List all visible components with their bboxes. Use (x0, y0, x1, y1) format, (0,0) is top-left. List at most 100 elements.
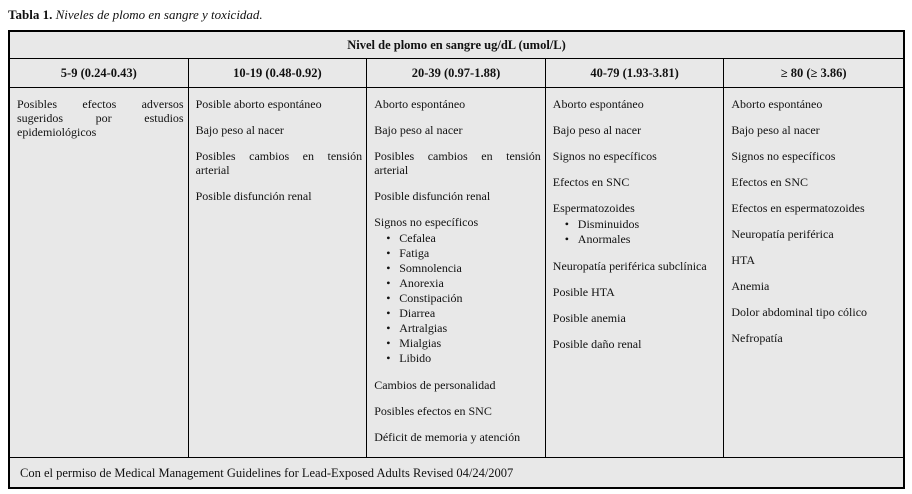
effect-item: Aborto espontáneo (731, 97, 899, 111)
effect-item: Efectos en SNC (731, 175, 899, 189)
effect-text: Posibles efectos adversos sugeridos por … (17, 97, 184, 139)
effect-text: Aborto espontáneo (374, 97, 466, 111)
effect-item: HTA (731, 253, 899, 267)
effect-text: Posible daño renal (552, 337, 642, 351)
effect-item: Signos no específicos (553, 149, 720, 163)
effect-bullet: • Libido (386, 351, 541, 366)
bullet-dot-icon: • (386, 261, 391, 275)
effect-item: Bajo peso al nacer (374, 123, 541, 137)
bullet-text: Constipación (399, 291, 463, 305)
effect-text: Espermatozoides (552, 201, 635, 215)
bullet-dot-icon: • (564, 232, 569, 246)
effect-item: Nefropatía (731, 331, 899, 345)
table-caption: Tabla 1. Niveles de plomo en sangre y tox… (8, 7, 905, 22)
effect-text: Anemia (731, 279, 770, 293)
effect-text: HTA (731, 253, 756, 267)
range-header: 20-39 (0.97-1.88) (367, 59, 546, 87)
body-row: Posibles efectos adversos sugeridos por … (10, 88, 903, 457)
bullet-text: Anormales (577, 232, 631, 246)
bullet-text: Diarrea (399, 306, 436, 320)
effect-text: Bajo peso al nacer (195, 123, 284, 137)
effects-cell: Aborto espontáneo Bajo peso al nacer Signo… (724, 88, 903, 457)
effect-item: Signos no específicos • Cefalea • Fatiga • Som… (374, 215, 541, 366)
effect-bullet: • Mialgias (386, 336, 541, 351)
effect-text: Neuropatía periférica (731, 227, 834, 241)
bullet-text: Anorexia (399, 276, 444, 290)
effect-item: Posibles efectos en SNC (374, 404, 541, 418)
effect-item: Aborto espontáneo (374, 97, 541, 111)
effect-bullet: • Constipación (386, 291, 541, 306)
range-header: ≥ 80 (≥ 3.86) (780, 66, 847, 80)
effect-item: Aborto espontáneo (553, 97, 720, 111)
bullet-text: Libido (399, 351, 432, 365)
effect-item: Posible disfunción renal (196, 189, 363, 203)
bullet-text: Mialgias (399, 336, 442, 350)
effect-text: Dolor abdominal tipo cólico (731, 305, 868, 319)
effect-text: Bajo peso al nacer (552, 123, 642, 137)
table-header: Nivel de plomo en sangre ug/dL (umol/L) (10, 32, 903, 59)
lead-levels-table: Nivel de plomo en sangre ug/dL (umol/L) … (8, 30, 905, 489)
effect-text: Posible disfunción renal (374, 189, 491, 203)
effect-text: Nefropatía (731, 331, 783, 345)
effect-text: Signos no específicos (374, 215, 479, 229)
effect-text: Signos no específicos (731, 149, 836, 163)
effect-bullet-list: • Cefalea • Fatiga • Somnolencia • Anorexia • Con… (374, 231, 541, 366)
effect-item: Posibles cambios en tensión arterial (374, 149, 541, 177)
effect-item: Cambios de personalidad (374, 378, 541, 392)
effect-item: Bajo peso al nacer (553, 123, 720, 137)
effects-cell: Posibles efectos adversos sugeridos por … (10, 88, 189, 457)
table-caption-text: Niveles de plomo en sangre y toxicidad. (55, 7, 263, 22)
bullet-dot-icon: • (386, 291, 391, 305)
effect-item: Déficit de memoria y atención (374, 430, 541, 444)
bullet-text: Disminuidos (577, 217, 640, 231)
effect-text: Posible disfunción renal (195, 189, 312, 203)
effect-text: Aborto espontáneo (731, 97, 823, 111)
effect-text: Neuropatía periférica subclínica (552, 259, 707, 273)
range-header: 10-19 (0.48-0.92) (189, 59, 368, 87)
effects-cell: Aborto espontáneo Bajo peso al nacer Signo… (546, 88, 725, 457)
effect-item: Neuropatía periférica (731, 227, 899, 241)
effect-text: Bajo peso al nacer (731, 123, 820, 137)
effect-bullet-list: • Disminuidos • Anormales (553, 217, 720, 247)
effect-item: Posible aborto espontáneo (196, 97, 363, 111)
bullet-dot-icon: • (386, 306, 391, 320)
effect-text: Cambios de personalidad (374, 378, 496, 392)
effect-item: Dolor abdominal tipo cólico (731, 305, 899, 319)
bullet-dot-icon: • (386, 351, 391, 365)
bullet-dot-icon: • (564, 217, 569, 231)
bullet-text: Somnolencia (399, 261, 462, 275)
effect-bullet: • Anormales (565, 232, 720, 247)
effect-text: Efectos en SNC (731, 175, 809, 189)
effect-text: Posible aborto espontáneo (195, 97, 322, 111)
range-header: 40-79 (1.93-3.81) (546, 59, 725, 87)
effect-item: Signos no específicos (731, 149, 899, 163)
effect-item: Bajo peso al nacer (731, 123, 899, 137)
effect-text: Efectos en SNC (552, 175, 630, 189)
effect-text: Aborto espontáneo (552, 97, 644, 111)
effect-item: Efectos en SNC (553, 175, 720, 189)
effect-item: Efectos en espermatozoides (731, 201, 899, 215)
bullet-dot-icon: • (386, 276, 391, 290)
bullet-dot-icon: • (386, 246, 391, 260)
effect-text: Posible anemia (552, 311, 626, 325)
bullet-text: Artralgias (399, 321, 448, 335)
bullet-text: Fatiga (399, 246, 430, 260)
range-header: 5-9 (0.24-0.43) (10, 59, 189, 87)
effect-item: Neuropatía periférica subclínica (553, 259, 720, 273)
effect-text: Posible HTA (552, 285, 615, 299)
effect-text: Efectos en espermatozoides (731, 201, 865, 215)
effects-cell: Posible aborto espontáneo Bajo peso al na… (189, 88, 368, 457)
effect-bullet: • Artralgias (386, 321, 541, 336)
bullet-dot-icon: • (386, 336, 391, 350)
range-row: 5-9 (0.24-0.43) 10-19 (0.48-0.92) 20-39 (0… (10, 59, 903, 88)
effect-bullet: • Somnolencia (386, 261, 541, 276)
effect-bullet: • Diarrea (386, 306, 541, 321)
effect-item: Espermatozoides • Disminuidos • Anormales (553, 201, 720, 247)
table-caption-label: Tabla 1. (8, 7, 53, 22)
effect-item: Anemia (731, 279, 899, 293)
effect-bullet: • Disminuidos (565, 217, 720, 232)
effect-item: Posible anemia (553, 311, 720, 325)
effect-bullet: • Cefalea (386, 231, 541, 246)
effects-cell: Aborto espontáneo Bajo peso al nacer Posib… (367, 88, 546, 457)
effect-text: Posibles cambios en tensión arterial (195, 149, 363, 177)
